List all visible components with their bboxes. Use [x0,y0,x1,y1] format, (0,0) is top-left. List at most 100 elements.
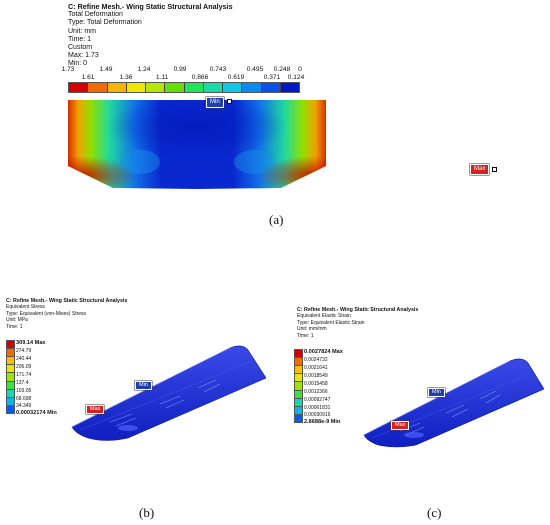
panel-a-type: Type: Total Deformation [68,19,142,27]
legend-a-label: 1.61 [81,74,95,81]
legend-swatch [7,405,14,413]
caption-c: (c) [427,505,442,520]
legend-a-top-labels: 1.73 1.49 1.24 0.99 0.743 0.495 0.248 0 [62,66,308,74]
max-probe-label[interactable]: Max [391,421,410,430]
wing-planform-contour[interactable] [68,100,326,192]
min-probe-label[interactable]: Min [206,97,224,108]
legend-c-label: 0.0012366 [304,389,328,395]
legend-a-label: 1.36 [119,74,133,81]
legend-b-label: 137.4 [16,380,29,386]
min-probe-marker [227,99,232,104]
panel-b-header: C: Refine Mesh.- Wing Static Structural … [6,298,127,330]
max-probe-marker [492,167,497,172]
legend-swatch [7,373,14,382]
legend-a-label: 1.11 [155,74,169,81]
legend-b-label: 274.79 [16,348,32,354]
panel-a-title: C: Refine Mesh.- Wing Static Structural … [68,2,233,11]
legend-swatch [295,382,302,391]
legend-swatch [146,83,166,92]
legend-c-label: 0.0021641 [304,365,328,371]
panel-a-header: C: Refine Mesh.- Wing Static Structural … [68,2,233,69]
legend-swatch [295,374,302,383]
legend-c-label: 0.00061831 [304,405,331,411]
legend-swatch [261,83,281,92]
legend-swatch [223,83,243,92]
caption-b: (b) [139,505,155,520]
panel-a-max-value: Max: 1.73 [68,52,99,60]
legend-swatch [295,358,302,367]
min-probe-label[interactable]: Min [135,381,152,390]
panel-c-result-name: Equivalent Elastic Strain [297,313,351,320]
legend-swatch [7,357,14,366]
panel-a-time: Time: 1 [68,35,92,43]
panel-a-min-value: Min: 0 [68,60,88,68]
legend-swatch [7,365,14,374]
legend-swatch [184,83,204,92]
legend-swatch [295,414,302,422]
panel-c-title: C: Refine Mesh.- Wing Static Structural … [297,307,419,313]
panel-c-unit: Unit: mm/mm [297,326,327,333]
caption-a: (a) [269,212,284,227]
panel-c-type: Type: Equivalent Elastic Strain [297,319,365,326]
panel-b-time: Time: 1 [6,323,23,330]
legend-a-label: 0.743 [209,66,227,73]
legend-c-label: 2.8688e-9 Min [304,419,341,425]
legend-c-label: 0.00030916 [304,412,331,418]
legend-swatch [7,381,14,390]
legend-a-bottom-labels: 1.61 1.36 1.11 0.866 0.619 0.371 0.124 [68,74,308,82]
legend-swatch [203,83,223,92]
max-probe-label[interactable]: Max [470,164,490,175]
legend-a-color-bar [68,82,300,93]
legend-a-label: 0 [298,66,302,73]
legend-a-label: 0.99 [173,66,187,73]
legend-a-label: 0.619 [227,74,245,81]
legend-b-label: 240.44 [16,356,32,362]
legend-swatch [165,83,185,92]
panel-a-custom: Custom [68,44,93,52]
legend-b-label: 0.00032174 Min [16,410,57,416]
legend-swatch [295,350,302,359]
panel-b-title: C: Refine Mesh.- Wing Static Structural … [6,298,128,304]
legend-b-label: 68.698 [16,396,32,402]
legend-b-label: 34.349 [16,403,32,409]
panel-b-unit: Unit: MPa [6,317,28,324]
legend-swatch [126,83,146,92]
legend-swatch [295,390,302,399]
legend-a-label: 1.24 [137,66,151,73]
panel-b-type: Type: Equivalent (von-Mises) Stress [6,310,87,317]
legend-swatch [7,341,14,350]
legend-swatch [69,83,89,92]
legend-b-label: 171.74 [16,372,32,378]
legend-swatch [242,83,262,92]
panel-b-result-name: Equivalent Stress [6,304,45,311]
legend-b-label: 309.14 Max [16,340,46,346]
legend-a-label: 1.49 [99,66,113,73]
panel-a-unit: Unit: mm [68,27,96,35]
legend-b-color-bar [6,340,15,414]
legend-a-label: 0.248 [273,66,291,73]
legend-c-label: 0.00092747 [304,397,331,403]
panel-a-result-name: Total Deformation [68,11,123,19]
wing-3d-stress-contour[interactable] [70,330,270,445]
legend-a-label: 0.866 [191,74,209,81]
legend-swatch [295,406,302,415]
legend-c-color-bar [294,349,303,423]
max-probe-label[interactable]: Max [86,405,105,414]
legend-a-label: 1.73 [61,66,75,73]
legend-swatch [295,398,302,407]
legend-c-label: 0.0018549 [304,373,328,379]
legend-swatch [7,349,14,358]
legend-swatch [7,389,14,398]
legend-swatch [7,397,14,406]
legend-swatch [280,83,299,92]
legend-a-label: 0.371 [263,74,281,81]
legend-a-label: 0.495 [246,66,264,73]
legend-a-label: 0.124 [287,74,305,81]
legend-b-label: 103.05 [16,388,32,394]
wing-3d-strain-contour[interactable] [362,345,547,450]
legend-swatch [88,83,108,92]
legend-c-label: 0.0024732 [304,357,328,363]
panel-c-header: C: Refine Mesh.- Wing Static Structural … [297,307,418,339]
min-probe-label[interactable]: Min [428,388,445,397]
legend-c-label: 0.0015458 [304,381,328,387]
